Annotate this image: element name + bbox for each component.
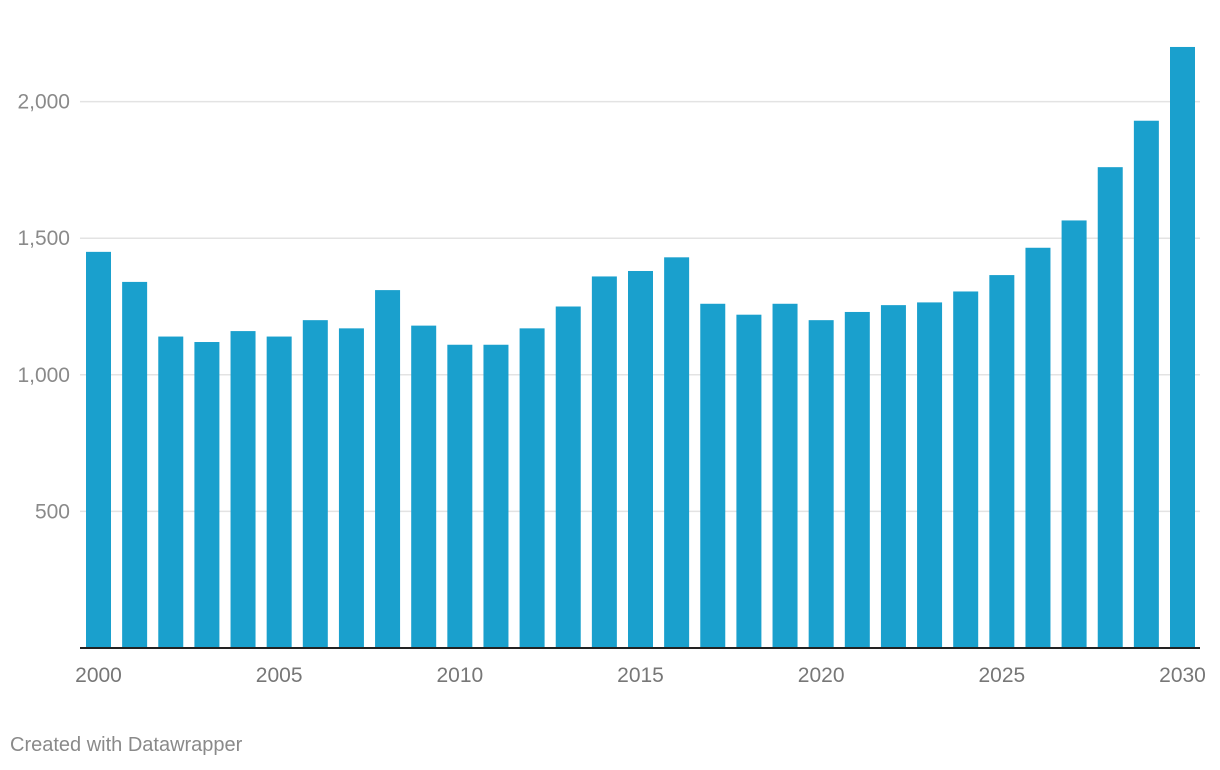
y-tick-label: 2,000 (17, 91, 70, 114)
bar-2003 (194, 342, 220, 648)
y-tick-label: 500 (35, 500, 70, 523)
bar-2013 (555, 306, 581, 648)
bar-2019 (772, 303, 798, 648)
bar-2020 (808, 320, 834, 648)
x-tick-label: 2000 (75, 664, 122, 687)
bar-2025 (989, 275, 1015, 648)
bar-2005 (266, 336, 292, 648)
bar-2009 (411, 325, 437, 648)
bar-2018 (736, 314, 762, 648)
bar-2023 (917, 302, 943, 648)
bar-2010 (447, 344, 473, 648)
x-tick-label: 2020 (798, 664, 845, 687)
bar-2014 (591, 276, 617, 648)
bar-2004 (230, 331, 256, 648)
bar-2022 (880, 305, 906, 648)
bar-2008 (375, 290, 401, 648)
bar-2028 (1097, 167, 1123, 648)
bar-2030 (1170, 46, 1195, 648)
bar-2024 (953, 291, 979, 648)
bar-2021 (844, 311, 870, 648)
bar-2000 (86, 251, 111, 649)
bar-2001 (122, 281, 148, 648)
bars (86, 46, 1195, 649)
x-tick-label: 2030 (1159, 664, 1206, 687)
bar-2026 (1025, 247, 1051, 648)
bar-2006 (302, 320, 328, 648)
x-axis-labels: 2000 2005 2010 2015 2020 2025 2030 (75, 664, 1206, 687)
y-axis-labels: 500 1,000 1,500 2,000 (17, 91, 70, 524)
bar-2007 (338, 328, 364, 648)
bar-2015 (628, 270, 653, 648)
bar-2016 (664, 257, 690, 648)
y-tick-label: 1,500 (17, 227, 70, 250)
x-tick-label: 2025 (978, 664, 1025, 687)
bar-2029 (1133, 120, 1159, 648)
x-tick-label: 2005 (256, 664, 303, 687)
x-tick-label: 2010 (436, 664, 483, 687)
credit-text: Created with Datawrapper (10, 734, 243, 756)
y-tick-label: 1,000 (17, 364, 70, 387)
bar-2027 (1061, 220, 1087, 648)
bar-2012 (519, 328, 545, 648)
bar-2011 (483, 344, 509, 648)
bar-2017 (700, 303, 726, 648)
x-tick-label: 2015 (617, 664, 664, 687)
bar-2002 (158, 336, 184, 648)
